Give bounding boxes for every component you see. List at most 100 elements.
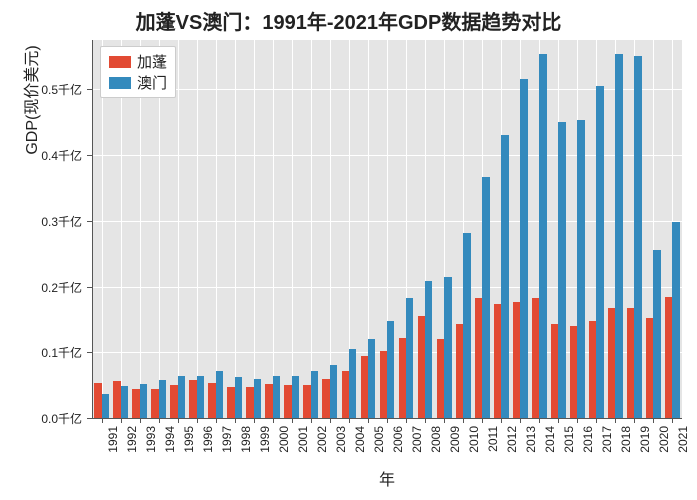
bar <box>349 349 356 418</box>
bar <box>456 324 463 418</box>
gridline <box>292 40 293 418</box>
x-tick-label: 2014 <box>543 426 557 476</box>
x-tick-label: 2018 <box>619 426 633 476</box>
bar <box>501 135 508 418</box>
bar <box>132 389 139 418</box>
x-tick-label: 2002 <box>315 426 329 476</box>
bar <box>380 351 387 418</box>
bar <box>284 385 291 418</box>
x-tick-label: 2009 <box>448 426 462 476</box>
bar <box>151 389 158 418</box>
x-tick-label: 2007 <box>410 426 424 476</box>
bar <box>646 318 653 418</box>
x-tick-label: 2017 <box>600 426 614 476</box>
gridline <box>311 40 312 418</box>
x-tick-label: 1992 <box>125 426 139 476</box>
x-tick-label: 2004 <box>353 426 367 476</box>
plot-area <box>92 40 682 418</box>
bar <box>311 371 318 418</box>
x-tick-label: 2019 <box>638 426 652 476</box>
chart-title: 加蓬VS澳门：1991年-2021年GDP数据趋势对比 <box>0 6 697 35</box>
bar <box>463 233 470 418</box>
bar <box>159 380 166 418</box>
legend-item: 加蓬 <box>109 51 167 72</box>
bar <box>197 376 204 418</box>
legend-swatch <box>109 56 131 68</box>
x-tick-label: 1993 <box>144 426 158 476</box>
bar <box>653 250 660 418</box>
bar <box>475 298 482 418</box>
bar <box>140 384 147 418</box>
bar <box>265 384 272 418</box>
bar <box>235 377 242 418</box>
bar <box>444 277 451 418</box>
gridline <box>197 40 198 418</box>
bar <box>539 54 546 418</box>
bar <box>387 321 394 418</box>
x-tick-label: 2006 <box>391 426 405 476</box>
bar <box>102 394 109 418</box>
bar <box>596 86 603 418</box>
gridline <box>235 40 236 418</box>
x-tick-label: 1999 <box>258 426 272 476</box>
legend-label: 加蓬 <box>137 51 167 72</box>
bar <box>520 79 527 418</box>
y-tick-label: 0.1千亿 <box>0 344 82 361</box>
gdp-comparison-chart: 加蓬VS澳门：1991年-2021年GDP数据趋势对比 GDP(现价美元) 年 … <box>0 0 697 500</box>
bar <box>558 122 565 418</box>
x-tick-label: 2013 <box>524 426 538 476</box>
bar <box>672 222 679 418</box>
bar <box>227 387 234 418</box>
x-tick-label: 2020 <box>657 426 671 476</box>
x-tick-label: 1996 <box>201 426 215 476</box>
legend: 加蓬澳门 <box>100 46 176 98</box>
axis-spine <box>92 418 682 419</box>
x-tick-label: 2010 <box>467 426 481 476</box>
bar <box>254 379 261 418</box>
bar <box>615 54 622 418</box>
bar <box>361 356 368 418</box>
bar <box>330 365 337 418</box>
x-tick-label: 2000 <box>277 426 291 476</box>
y-tick-label: 0.2千亿 <box>0 279 82 296</box>
axis-spine <box>92 40 93 418</box>
x-tick-label: 2001 <box>296 426 310 476</box>
bar <box>246 387 253 418</box>
bar <box>665 297 672 418</box>
bar <box>627 308 634 418</box>
bar <box>608 308 615 418</box>
x-tick-label: 1997 <box>220 426 234 476</box>
bar <box>178 376 185 418</box>
gridline <box>330 40 331 418</box>
x-tick-label: 2015 <box>562 426 576 476</box>
bar <box>208 383 215 418</box>
bar <box>482 177 489 418</box>
x-tick-label: 2012 <box>505 426 519 476</box>
gridline <box>273 40 274 418</box>
y-tick-label: 0.0千亿 <box>0 410 82 427</box>
bar <box>189 380 196 418</box>
bar <box>418 316 425 418</box>
bar <box>113 381 120 418</box>
bar <box>437 339 444 418</box>
x-tick-label: 2003 <box>334 426 348 476</box>
bar <box>577 120 584 418</box>
bar <box>634 56 641 418</box>
bar <box>513 302 520 418</box>
y-tick-label: 0.4千亿 <box>0 147 82 164</box>
bar <box>399 338 406 418</box>
bar <box>368 339 375 418</box>
x-tick-label: 2005 <box>372 426 386 476</box>
bar <box>273 376 280 418</box>
bar <box>94 383 101 418</box>
bar <box>342 371 349 418</box>
x-tick-label: 2021 <box>676 426 690 476</box>
x-tick-label: 2008 <box>429 426 443 476</box>
bar <box>322 379 329 418</box>
x-tick-label: 2011 <box>486 426 500 476</box>
bar <box>121 386 128 418</box>
bar <box>570 326 577 418</box>
bar <box>303 385 310 418</box>
y-axis-label: GDP(现价美元) <box>18 0 42 289</box>
bar <box>216 371 223 418</box>
